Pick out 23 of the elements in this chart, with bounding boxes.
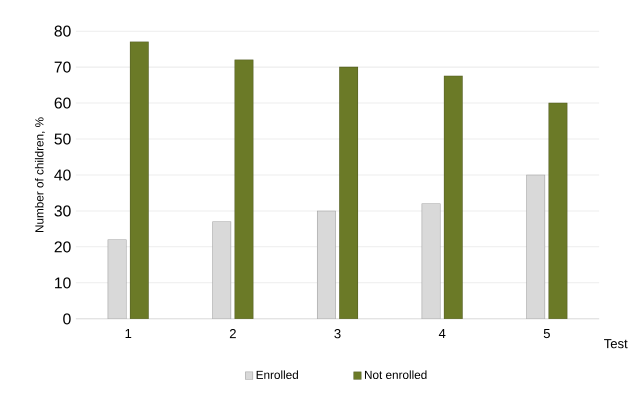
bar xyxy=(130,41,149,319)
x-tick-label: 5 xyxy=(544,328,550,338)
bar xyxy=(234,59,254,319)
y-tick-label: 80 xyxy=(54,25,71,36)
bar xyxy=(339,66,358,319)
y-tick-label: 50 xyxy=(54,133,71,144)
legend-label: Enrolled xyxy=(256,370,298,379)
bar xyxy=(444,76,463,319)
x-axis-title: Test xyxy=(604,338,628,348)
y-tick-label: 30 xyxy=(54,205,71,216)
y-axis-title: Number of children, % xyxy=(34,117,45,232)
y-tick-label: 40 xyxy=(54,169,71,180)
bar xyxy=(548,102,568,319)
x-tick-label: 2 xyxy=(230,328,236,338)
x-tick-label: 1 xyxy=(126,328,132,338)
x-tick-label: 4 xyxy=(438,328,446,338)
legend-label: Not enrolled xyxy=(364,370,426,379)
x-tick-label: 3 xyxy=(334,328,341,338)
y-tick-label: 60 xyxy=(54,97,71,108)
y-tick-label: 10 xyxy=(55,277,71,288)
y-tick-label: 70 xyxy=(54,61,71,72)
y-tick-label: 20 xyxy=(54,241,71,252)
y-tick-label: 0 xyxy=(63,313,71,324)
